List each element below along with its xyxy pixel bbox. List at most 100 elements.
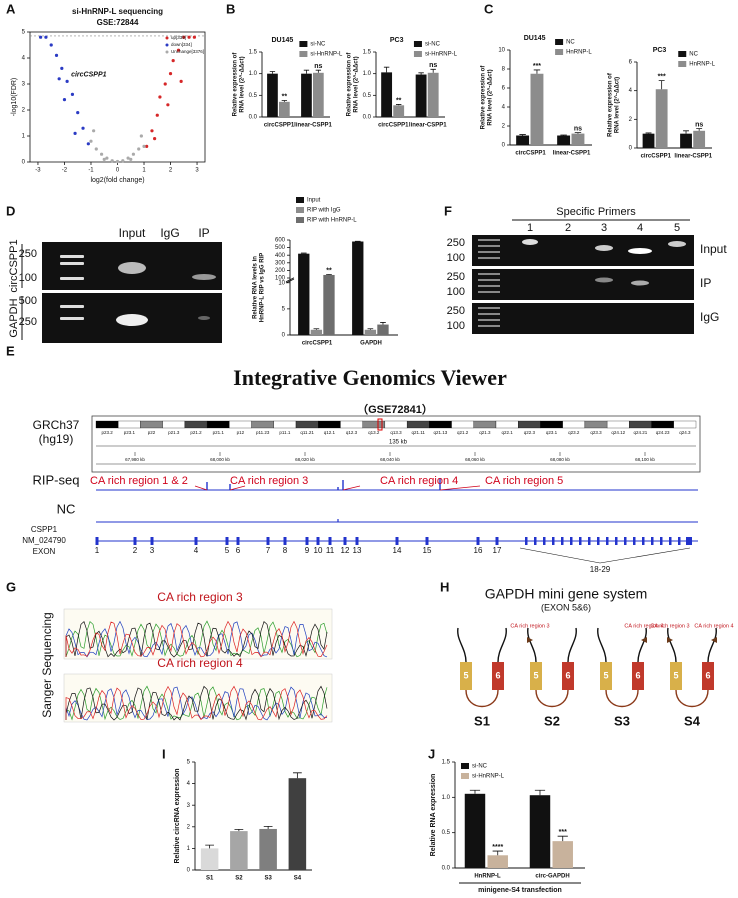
y-tick-label: 0 — [187, 868, 191, 874]
error-bar — [645, 132, 652, 134]
exon — [669, 537, 672, 545]
point — [179, 79, 183, 83]
trace — [65, 685, 328, 721]
ideogram-band — [140, 420, 163, 429]
bar — [427, 72, 439, 117]
error-bar — [383, 66, 390, 73]
y-tick-label: 5 — [282, 306, 286, 312]
gel-band — [595, 245, 613, 251]
legend-swatch — [296, 197, 304, 203]
bar — [279, 101, 290, 117]
bar — [487, 855, 508, 868]
size-marker: 250 — [19, 316, 37, 328]
region-arrow — [641, 637, 647, 643]
bar — [393, 105, 405, 117]
y-tick-label: 0 — [22, 160, 26, 166]
band-label: p22 — [148, 430, 156, 435]
gel-band — [198, 316, 210, 320]
band-label: q21.13 — [434, 430, 448, 435]
y-tick-label: 100 — [275, 276, 286, 282]
point — [158, 95, 162, 99]
ideogram-band — [540, 420, 563, 429]
exon — [194, 537, 198, 545]
gel-band — [668, 241, 686, 247]
x-tick-label: S3 — [264, 876, 272, 882]
size-marker: 100 — [447, 320, 465, 332]
panel-letter: G — [6, 579, 16, 594]
significance: ns — [314, 63, 322, 70]
point — [102, 157, 106, 161]
exon-label: 13 — [353, 546, 362, 555]
y-tick-label: 1 — [187, 846, 191, 852]
ideogram-band — [273, 420, 297, 429]
point — [115, 159, 120, 164]
point — [131, 152, 136, 156]
y-tick-label: 0.0 — [249, 115, 258, 121]
x-tick-label: 3 — [195, 168, 199, 174]
bar — [415, 74, 427, 117]
panel-letter: C — [484, 1, 494, 16]
gel-band — [478, 325, 500, 327]
size-marker: 250 — [447, 305, 465, 317]
track-label: NC — [57, 501, 76, 516]
legend-label: si-NC — [425, 42, 441, 48]
ideogram-band — [206, 420, 230, 429]
ideogram-band — [429, 420, 452, 429]
exon-label: 15 — [423, 546, 432, 555]
bar — [693, 130, 706, 148]
lane-label: 2 — [565, 222, 571, 234]
ideogram-band — [340, 420, 363, 429]
ideogram-band — [95, 420, 119, 429]
point — [142, 144, 146, 148]
exon — [597, 537, 600, 545]
band-label: q11.21 — [300, 430, 314, 435]
point — [171, 59, 175, 63]
error-bar — [292, 772, 302, 779]
band-label: p23.2 — [101, 430, 113, 435]
panel-letter: E — [6, 343, 15, 358]
chart-subtitle: GSE:72844 — [97, 18, 139, 27]
point — [153, 137, 157, 141]
exon — [266, 537, 270, 545]
legend-label: si-HnRNP-L — [310, 52, 343, 58]
legend-label: down[334] — [171, 42, 192, 47]
trace-frame — [63, 608, 333, 660]
x-tick-label: circCSPP1 — [515, 151, 546, 157]
error-bar — [269, 71, 276, 74]
exon — [328, 537, 332, 545]
exon-label: 12 — [341, 546, 350, 555]
panel-letter: J — [428, 746, 435, 761]
error-bar — [519, 134, 526, 136]
y-axis-label: Relative expression of — [481, 65, 487, 130]
exon-bracket — [519, 547, 691, 564]
band-label: p21.2 — [190, 430, 202, 435]
legend-label: Input — [307, 198, 321, 204]
x-tick-label: -3 — [35, 168, 41, 174]
point — [150, 129, 154, 133]
trace-title: CA rich region 4 — [157, 656, 243, 670]
y-axis-label: Relative expression of — [347, 52, 353, 117]
dataset-label: （GSE72841） — [357, 403, 433, 416]
bar — [259, 828, 277, 870]
y-tick-label: 1.0 — [442, 795, 451, 801]
region-pointer — [342, 485, 361, 491]
y-tick-label: 300 — [275, 260, 286, 266]
band-label: q21.3 — [479, 430, 491, 435]
exon — [660, 537, 663, 545]
legend-swatch — [678, 51, 687, 57]
band-label: q24.23 — [656, 430, 670, 435]
exon — [642, 537, 645, 545]
x-tick-label: S1 — [206, 876, 214, 882]
region-arrow — [527, 637, 533, 643]
point — [81, 126, 85, 130]
exon-label: 16 — [474, 546, 483, 555]
exon — [476, 537, 480, 545]
x-tick-label: 1 — [142, 168, 146, 174]
chart-title: PC3 — [390, 37, 404, 44]
band-label: p12 — [237, 430, 245, 435]
lane-label: 3 — [601, 222, 607, 234]
point — [86, 142, 90, 146]
gel-band — [478, 319, 500, 321]
significance: ns — [695, 121, 703, 128]
point — [92, 129, 96, 133]
